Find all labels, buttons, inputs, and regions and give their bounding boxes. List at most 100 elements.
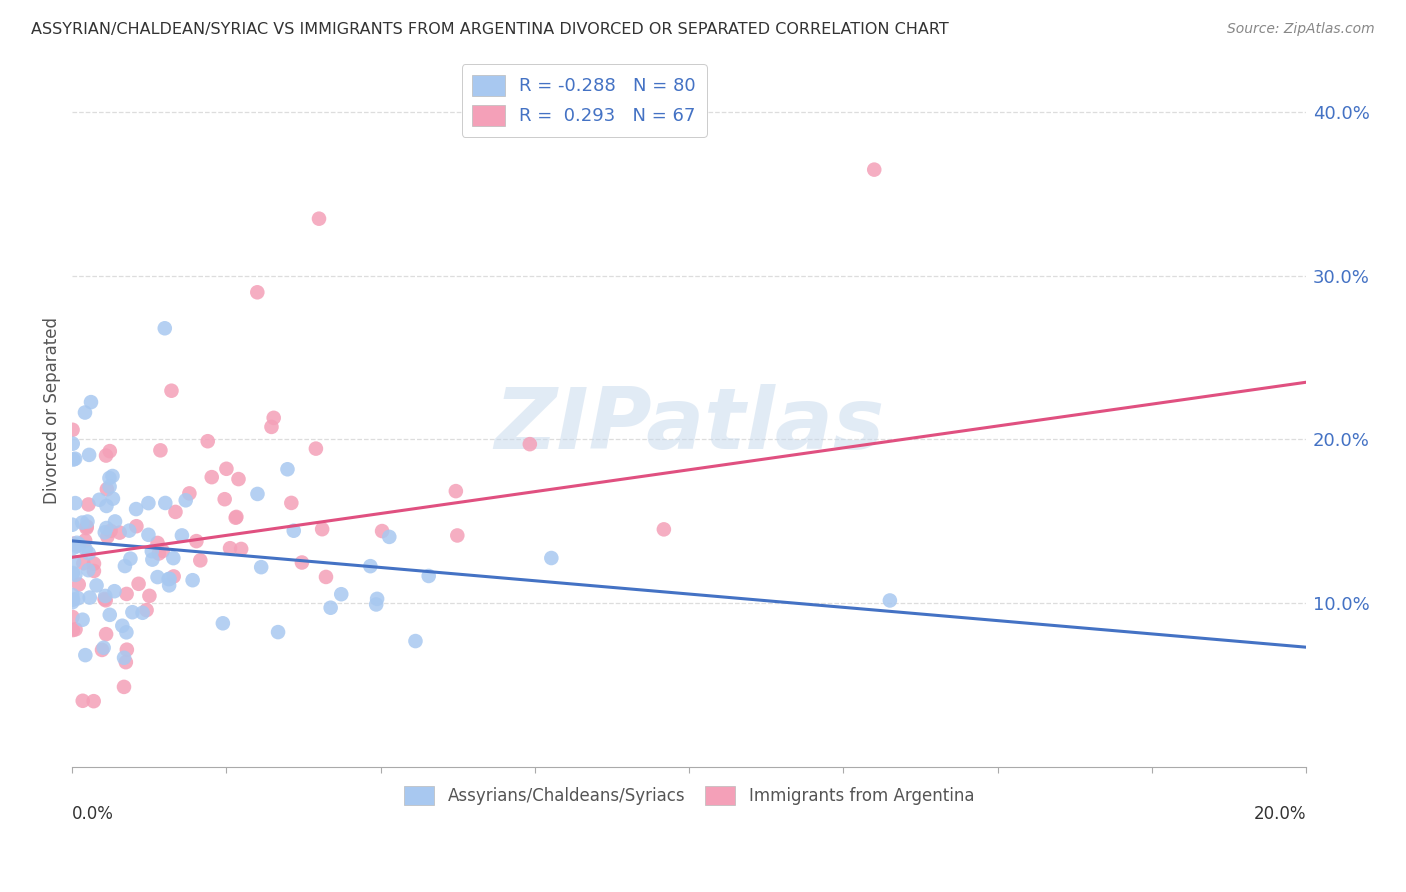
Point: [291, 556, 314, 570]
Point: [246, 487, 269, 501]
Point: [104, 515, 127, 529]
Point: [125, 502, 148, 516]
Point: [153, 321, 176, 335]
Point: [93, 592, 115, 607]
Point: [60, 517, 83, 532]
Point: [91, 643, 114, 657]
Point: [330, 587, 353, 601]
Point: [305, 442, 328, 456]
Point: [62, 623, 84, 637]
Point: [79, 591, 101, 605]
Point: [94, 449, 117, 463]
Point: [444, 484, 467, 499]
Point: [115, 655, 138, 669]
Point: [378, 530, 401, 544]
Point: [60, 588, 83, 602]
Point: [94, 593, 117, 607]
Point: [115, 642, 138, 657]
Point: [121, 605, 143, 619]
Point: [101, 491, 124, 506]
Point: [70, 516, 93, 530]
Point: [96, 530, 118, 544]
Point: [115, 625, 138, 640]
Point: [65, 496, 87, 510]
Point: [148, 546, 170, 560]
Point: [62, 610, 84, 624]
Point: [62, 541, 84, 555]
Point: [77, 448, 100, 462]
Point: [103, 584, 125, 599]
Point: [138, 528, 160, 542]
Point: [146, 570, 169, 584]
Text: 20.0%: 20.0%: [1254, 805, 1306, 823]
Point: [65, 567, 87, 582]
Point: [366, 598, 388, 612]
Point: [65, 623, 87, 637]
Point: [94, 627, 117, 641]
Point: [67, 537, 90, 551]
Point: [138, 496, 160, 510]
Point: [125, 519, 148, 533]
Point: [165, 505, 187, 519]
Point: [72, 613, 94, 627]
Point: [62, 452, 84, 467]
Point: [246, 285, 269, 300]
Point: [101, 469, 124, 483]
Point: [63, 451, 86, 466]
Point: [157, 572, 180, 586]
Point: [75, 533, 97, 548]
Point: [93, 640, 115, 655]
Point: [62, 592, 84, 607]
Point: [174, 493, 197, 508]
Point: [186, 534, 208, 549]
Point: [283, 524, 305, 538]
Point: [162, 551, 184, 566]
Text: 0.0%: 0.0%: [72, 805, 114, 823]
Point: [66, 539, 89, 553]
Point: [138, 589, 160, 603]
Point: [89, 492, 111, 507]
Point: [83, 694, 105, 708]
Point: [83, 564, 105, 578]
Point: [250, 560, 273, 574]
Point: [60, 595, 83, 609]
Point: [96, 521, 118, 535]
Point: [72, 694, 94, 708]
Point: [319, 600, 342, 615]
Point: [98, 471, 121, 485]
Point: [225, 509, 247, 524]
Point: [201, 470, 224, 484]
Point: [62, 566, 84, 580]
Point: [214, 492, 236, 507]
Point: [76, 515, 98, 529]
Point: [155, 496, 177, 510]
Point: [94, 525, 117, 540]
Point: [128, 576, 150, 591]
Point: [359, 559, 381, 574]
Point: [146, 536, 169, 550]
Text: ZIPatlas: ZIPatlas: [494, 384, 884, 467]
Point: [188, 553, 211, 567]
Point: [75, 648, 97, 662]
Point: [86, 578, 108, 592]
Point: [67, 591, 90, 606]
Point: [141, 544, 163, 558]
Point: [276, 462, 298, 476]
Point: [76, 521, 98, 535]
Point: [215, 462, 238, 476]
Point: [62, 423, 84, 437]
Point: [67, 577, 90, 591]
Point: [135, 603, 157, 617]
Text: Source: ZipAtlas.com: Source: ZipAtlas.com: [1227, 22, 1375, 37]
Point: [219, 541, 242, 556]
Point: [267, 625, 290, 640]
Point: [446, 528, 468, 542]
Point: [96, 499, 118, 513]
Point: [652, 522, 675, 536]
Text: ASSYRIAN/CHALDEAN/SYRIAC VS IMMIGRANTS FROM ARGENTINA DIVORCED OR SEPARATED CORR: ASSYRIAN/CHALDEAN/SYRIAC VS IMMIGRANTS F…: [31, 22, 949, 37]
Point: [111, 619, 134, 633]
Point: [73, 405, 96, 419]
Point: [418, 569, 440, 583]
Point: [94, 589, 117, 603]
Point: [98, 607, 121, 622]
